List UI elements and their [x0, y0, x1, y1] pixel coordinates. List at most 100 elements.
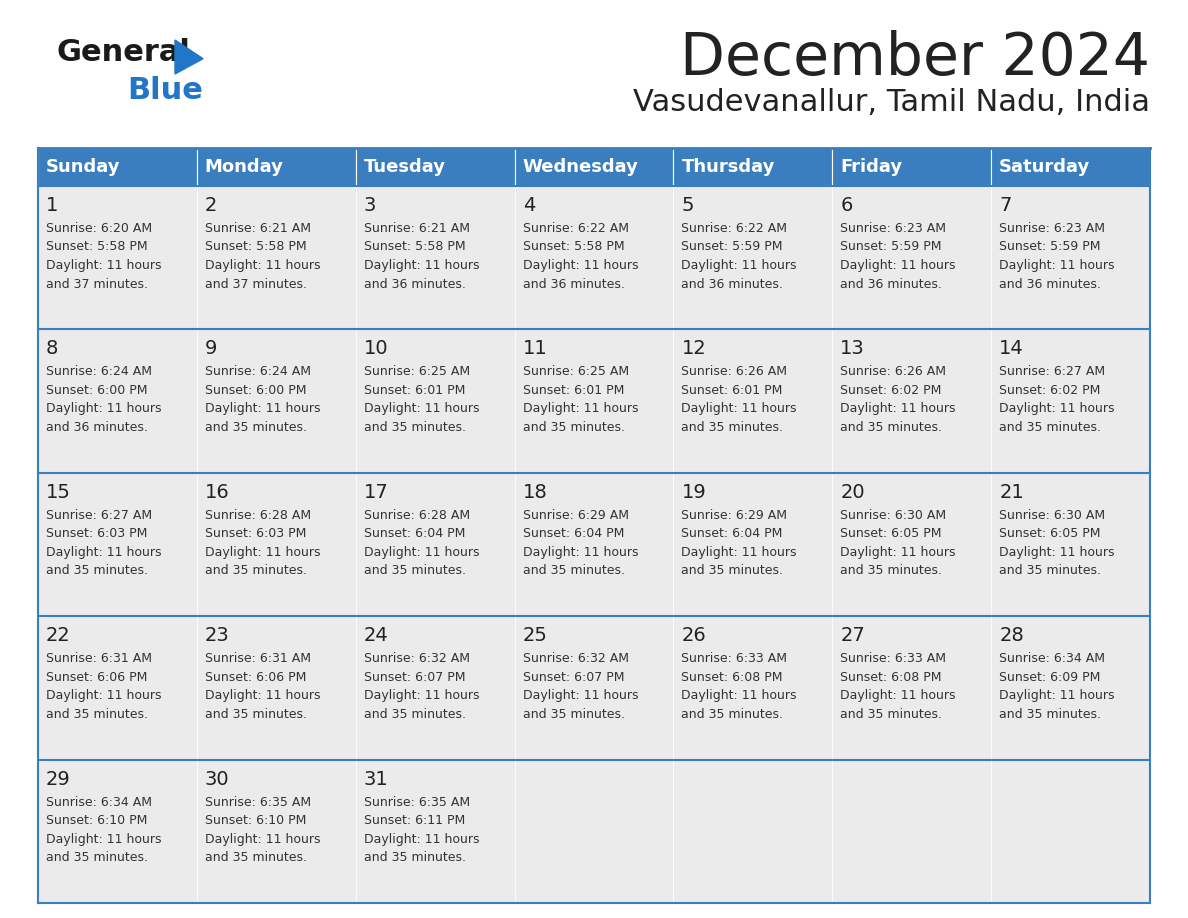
Text: Daylight: 11 hours: Daylight: 11 hours: [682, 259, 797, 272]
Bar: [197, 148, 355, 186]
Text: 1: 1: [46, 196, 58, 215]
Bar: [197, 616, 355, 759]
Text: and 35 minutes.: and 35 minutes.: [204, 420, 307, 434]
Bar: [674, 330, 833, 473]
Text: 14: 14: [999, 340, 1024, 358]
Bar: [38, 759, 197, 903]
Text: Sunset: 6:03 PM: Sunset: 6:03 PM: [204, 527, 307, 541]
Text: Thursday: Thursday: [682, 158, 775, 176]
Bar: [355, 473, 514, 616]
Text: Daylight: 11 hours: Daylight: 11 hours: [999, 689, 1114, 702]
Text: and 35 minutes.: and 35 minutes.: [840, 420, 942, 434]
Bar: [514, 616, 674, 759]
Text: Sunset: 5:59 PM: Sunset: 5:59 PM: [840, 241, 942, 253]
Text: Sunset: 6:05 PM: Sunset: 6:05 PM: [840, 527, 942, 541]
Bar: [991, 616, 1150, 759]
Text: Sunrise: 6:23 AM: Sunrise: 6:23 AM: [840, 222, 947, 235]
Text: and 35 minutes.: and 35 minutes.: [682, 708, 783, 721]
Text: Sunrise: 6:26 AM: Sunrise: 6:26 AM: [682, 365, 788, 378]
Text: 7: 7: [999, 196, 1011, 215]
Bar: [38, 148, 197, 186]
Text: Sunset: 6:04 PM: Sunset: 6:04 PM: [682, 527, 783, 541]
Text: Sunset: 6:08 PM: Sunset: 6:08 PM: [840, 671, 942, 684]
Bar: [355, 186, 514, 330]
Text: Daylight: 11 hours: Daylight: 11 hours: [364, 259, 479, 272]
Text: and 36 minutes.: and 36 minutes.: [999, 277, 1101, 290]
Text: Daylight: 11 hours: Daylight: 11 hours: [46, 546, 162, 559]
Text: and 36 minutes.: and 36 minutes.: [46, 420, 147, 434]
Text: and 35 minutes.: and 35 minutes.: [999, 565, 1101, 577]
Bar: [674, 616, 833, 759]
Text: 6: 6: [840, 196, 853, 215]
Text: Sunrise: 6:21 AM: Sunrise: 6:21 AM: [204, 222, 311, 235]
Text: 30: 30: [204, 769, 229, 789]
Text: Sunset: 6:06 PM: Sunset: 6:06 PM: [46, 671, 147, 684]
Text: and 35 minutes.: and 35 minutes.: [46, 708, 148, 721]
Text: and 35 minutes.: and 35 minutes.: [204, 851, 307, 864]
Text: Sunset: 6:00 PM: Sunset: 6:00 PM: [204, 384, 307, 397]
Bar: [355, 148, 514, 186]
Text: Sunrise: 6:32 AM: Sunrise: 6:32 AM: [523, 652, 628, 666]
Bar: [197, 759, 355, 903]
Text: General: General: [57, 38, 191, 67]
Text: 13: 13: [840, 340, 865, 358]
Text: Daylight: 11 hours: Daylight: 11 hours: [46, 402, 162, 416]
Text: Daylight: 11 hours: Daylight: 11 hours: [682, 546, 797, 559]
Text: Daylight: 11 hours: Daylight: 11 hours: [204, 833, 321, 845]
Bar: [514, 330, 674, 473]
Text: Sunrise: 6:23 AM: Sunrise: 6:23 AM: [999, 222, 1105, 235]
Bar: [197, 186, 355, 330]
Bar: [38, 473, 197, 616]
Text: Daylight: 11 hours: Daylight: 11 hours: [204, 546, 321, 559]
Text: Sunset: 5:59 PM: Sunset: 5:59 PM: [682, 241, 783, 253]
Polygon shape: [175, 40, 203, 74]
Text: Sunset: 6:07 PM: Sunset: 6:07 PM: [523, 671, 624, 684]
Text: and 35 minutes.: and 35 minutes.: [523, 420, 625, 434]
Text: Sunrise: 6:29 AM: Sunrise: 6:29 AM: [523, 509, 628, 521]
Text: Sunset: 6:02 PM: Sunset: 6:02 PM: [840, 384, 942, 397]
Text: 27: 27: [840, 626, 865, 645]
Bar: [38, 330, 197, 473]
Text: and 35 minutes.: and 35 minutes.: [364, 420, 466, 434]
Text: Sunrise: 6:34 AM: Sunrise: 6:34 AM: [46, 796, 152, 809]
Text: Sunrise: 6:25 AM: Sunrise: 6:25 AM: [523, 365, 628, 378]
Text: Daylight: 11 hours: Daylight: 11 hours: [999, 402, 1114, 416]
Text: Sunset: 5:59 PM: Sunset: 5:59 PM: [999, 241, 1100, 253]
Bar: [514, 759, 674, 903]
Text: Daylight: 11 hours: Daylight: 11 hours: [364, 689, 479, 702]
Text: Sunrise: 6:26 AM: Sunrise: 6:26 AM: [840, 365, 947, 378]
Text: Sunset: 6:06 PM: Sunset: 6:06 PM: [204, 671, 307, 684]
Text: Sunrise: 6:35 AM: Sunrise: 6:35 AM: [204, 796, 311, 809]
Text: Blue: Blue: [127, 76, 203, 105]
Text: and 35 minutes.: and 35 minutes.: [840, 708, 942, 721]
Bar: [991, 759, 1150, 903]
Text: 28: 28: [999, 626, 1024, 645]
Text: and 37 minutes.: and 37 minutes.: [46, 277, 148, 290]
Text: 9: 9: [204, 340, 217, 358]
Text: 20: 20: [840, 483, 865, 502]
Bar: [38, 616, 197, 759]
Text: 2: 2: [204, 196, 217, 215]
Text: Daylight: 11 hours: Daylight: 11 hours: [46, 259, 162, 272]
Text: and 35 minutes.: and 35 minutes.: [364, 708, 466, 721]
Text: Sunset: 6:09 PM: Sunset: 6:09 PM: [999, 671, 1100, 684]
Text: Daylight: 11 hours: Daylight: 11 hours: [840, 689, 956, 702]
Text: 12: 12: [682, 340, 706, 358]
Text: Sunrise: 6:35 AM: Sunrise: 6:35 AM: [364, 796, 469, 809]
Text: Sunrise: 6:33 AM: Sunrise: 6:33 AM: [840, 652, 947, 666]
Text: December 2024: December 2024: [680, 30, 1150, 87]
Text: 22: 22: [46, 626, 71, 645]
Bar: [38, 186, 197, 330]
Text: Sunrise: 6:32 AM: Sunrise: 6:32 AM: [364, 652, 469, 666]
Text: and 36 minutes.: and 36 minutes.: [523, 277, 625, 290]
Text: Sunrise: 6:24 AM: Sunrise: 6:24 AM: [204, 365, 311, 378]
Text: Sunset: 6:04 PM: Sunset: 6:04 PM: [523, 527, 624, 541]
Text: Sunday: Sunday: [46, 158, 120, 176]
Text: and 35 minutes.: and 35 minutes.: [204, 708, 307, 721]
Bar: [991, 330, 1150, 473]
Bar: [991, 148, 1150, 186]
Text: 31: 31: [364, 769, 388, 789]
Text: Daylight: 11 hours: Daylight: 11 hours: [682, 689, 797, 702]
Text: Sunrise: 6:27 AM: Sunrise: 6:27 AM: [999, 365, 1105, 378]
Bar: [674, 759, 833, 903]
